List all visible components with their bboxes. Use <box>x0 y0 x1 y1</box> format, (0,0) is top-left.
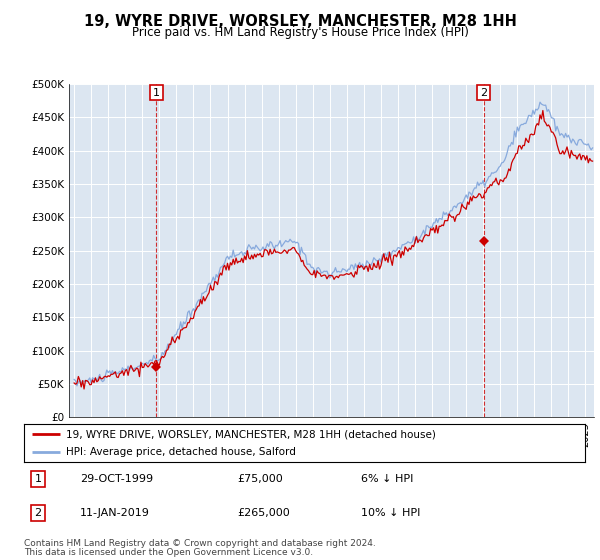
Text: Price paid vs. HM Land Registry's House Price Index (HPI): Price paid vs. HM Land Registry's House … <box>131 26 469 39</box>
Text: 10% ↓ HPI: 10% ↓ HPI <box>361 508 420 518</box>
Text: 2: 2 <box>480 88 487 97</box>
Text: 11-JAN-2019: 11-JAN-2019 <box>80 508 150 518</box>
Text: 1: 1 <box>153 88 160 97</box>
Text: 6% ↓ HPI: 6% ↓ HPI <box>361 474 413 484</box>
Text: £265,000: £265,000 <box>237 508 290 518</box>
Text: 19, WYRE DRIVE, WORSLEY, MANCHESTER, M28 1HH (detached house): 19, WYRE DRIVE, WORSLEY, MANCHESTER, M28… <box>66 429 436 439</box>
Text: 2: 2 <box>34 508 41 518</box>
Text: 29-OCT-1999: 29-OCT-1999 <box>80 474 153 484</box>
Text: Contains HM Land Registry data © Crown copyright and database right 2024.: Contains HM Land Registry data © Crown c… <box>24 539 376 548</box>
Text: 19, WYRE DRIVE, WORSLEY, MANCHESTER, M28 1HH: 19, WYRE DRIVE, WORSLEY, MANCHESTER, M28… <box>83 14 517 29</box>
Text: £75,000: £75,000 <box>237 474 283 484</box>
Text: HPI: Average price, detached house, Salford: HPI: Average price, detached house, Salf… <box>66 447 296 458</box>
Text: This data is licensed under the Open Government Licence v3.0.: This data is licensed under the Open Gov… <box>24 548 313 557</box>
Text: 1: 1 <box>35 474 41 484</box>
